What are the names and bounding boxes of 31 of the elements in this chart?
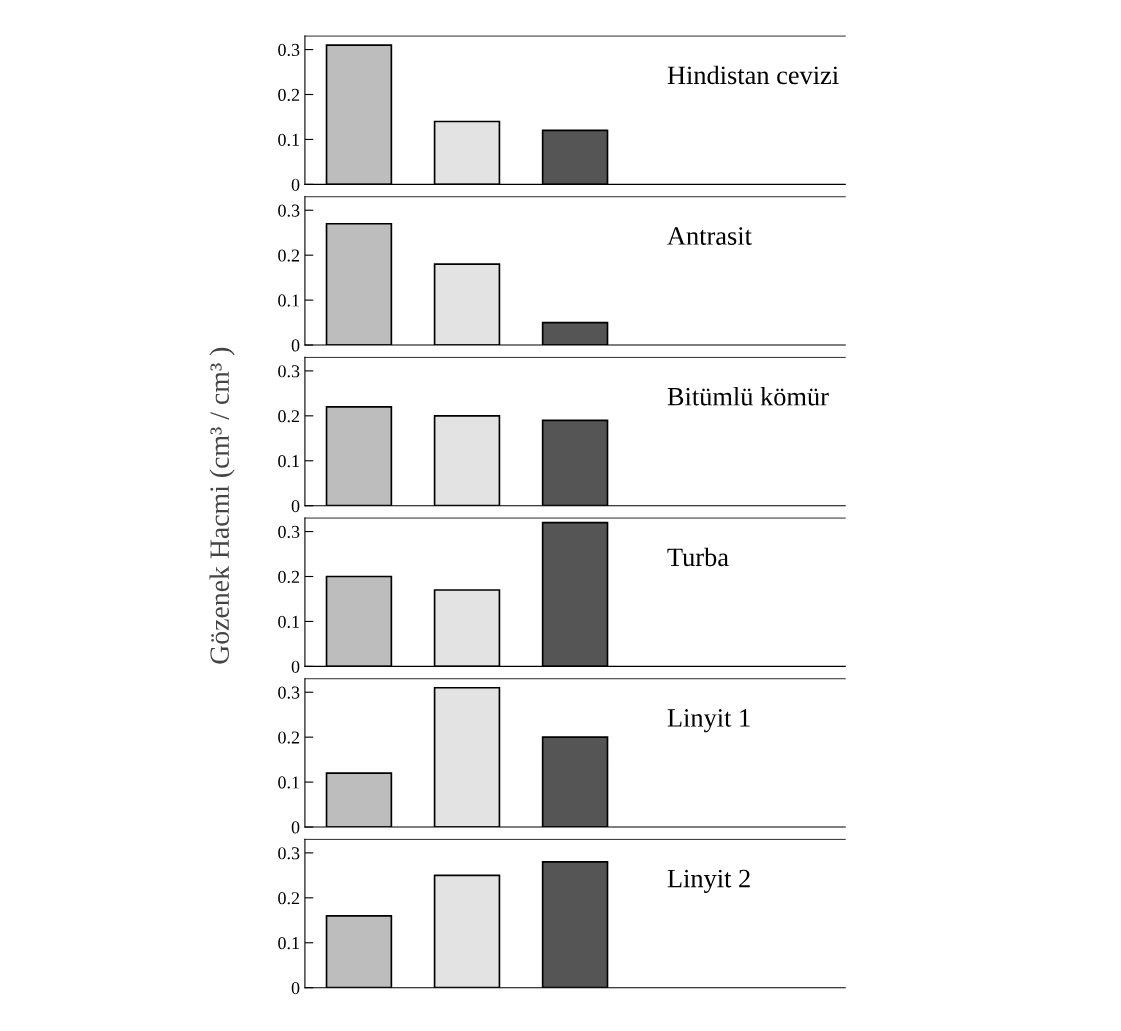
y-tick-label: 0.2 — [278, 731, 300, 744]
y-tick-label: 0.1 — [278, 133, 299, 146]
y-tick-label: 0.3 — [278, 847, 300, 860]
y-tick-label: 0.2 — [278, 892, 300, 905]
y-tick-label: 0.1 — [278, 455, 299, 468]
y-tick-label: 0 — [291, 178, 300, 191]
y-tick-label: 0 — [291, 660, 300, 673]
text: Linyit 2 — [667, 869, 750, 893]
y-tick-label: 0.1 — [278, 615, 299, 628]
y-tick-label: 0 — [291, 821, 300, 834]
y-tick-label: 0.2 — [278, 249, 300, 262]
y-tick-label: 0.2 — [278, 570, 300, 584]
y-tick-label: 0.3 — [278, 43, 300, 57]
y-tick-label: 0.3 — [278, 365, 300, 378]
y-tick-label: 0.1 — [278, 937, 299, 950]
y-tick-label: 0.1 — [278, 294, 299, 307]
y-tick-label: 0 — [291, 339, 300, 352]
y-tick-label: 0 — [291, 499, 300, 513]
y-axis-title: Gözenek Hacmi (cm³ / cm³ ) — [209, 347, 235, 664]
y-tick-label: 0.3 — [278, 686, 300, 699]
text: Hindistan cevizi — [667, 65, 839, 85]
text: Linyit 1 — [667, 709, 750, 733]
y-tick-label: 0.2 — [278, 410, 300, 423]
y-tick-label: 0.1 — [278, 776, 299, 789]
y-tick-label: 0 — [291, 981, 300, 995]
text: Bitümlü kömür — [667, 386, 829, 406]
text: Turba — [667, 547, 729, 567]
y-tick-label: 0.2 — [278, 88, 300, 102]
y-tick-label: 0.3 — [278, 525, 300, 539]
text: Antrasit — [667, 227, 752, 245]
y-tick-label: 0.3 — [278, 204, 300, 217]
